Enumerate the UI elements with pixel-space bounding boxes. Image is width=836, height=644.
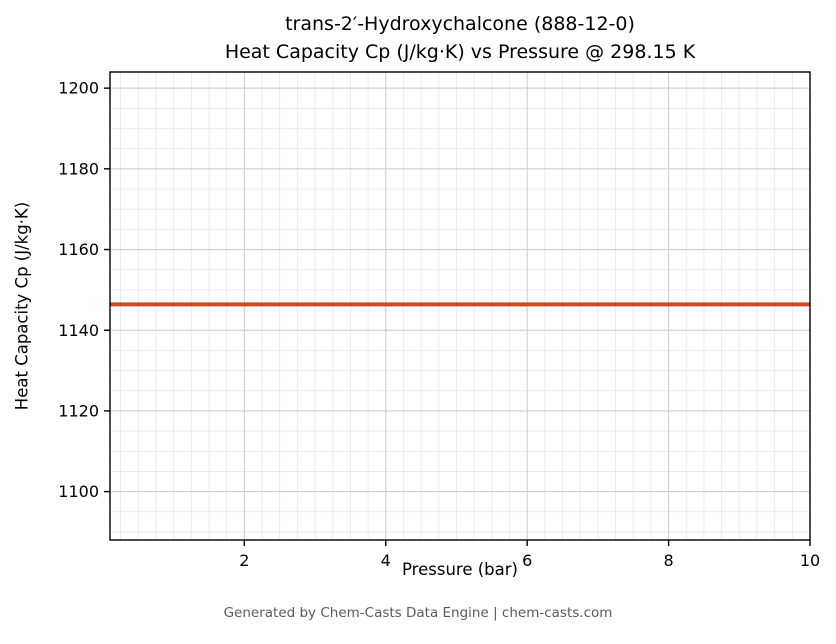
- x-tick-label: 10: [800, 551, 820, 570]
- x-tick-label: 8: [663, 551, 673, 570]
- y-tick-label: 1140: [58, 321, 99, 340]
- y-tick-label: 1160: [58, 240, 99, 259]
- y-tick-label: 1200: [58, 79, 99, 98]
- y-tick-label: 1100: [58, 482, 99, 501]
- y-tick-label: 1120: [58, 401, 99, 420]
- y-tick-label: 1180: [58, 159, 99, 178]
- chart-title-line2: Heat Capacity Cp (J/kg·K) vs Pressure @ …: [224, 41, 696, 63]
- tick-marks: [104, 87, 811, 546]
- x-tick-label: 2: [239, 551, 249, 570]
- footer-credit: Generated by Chem-Casts Data Engine | ch…: [223, 605, 613, 621]
- chart-title-line1: trans-2′-Hydroxychalcone (888-12-0): [285, 13, 635, 35]
- tick-labels: 2 4 6 8 10 1100 1120 1140 1160 1180 1200: [58, 79, 820, 570]
- x-tick-label: 6: [522, 551, 532, 570]
- chart-title: trans-2′-Hydroxychalcone (888-12-0) Heat…: [110, 10, 810, 66]
- axes-box: [109, 71, 811, 541]
- x-axis-label: Pressure (bar): [402, 560, 518, 579]
- x-tick-label: 4: [381, 551, 391, 570]
